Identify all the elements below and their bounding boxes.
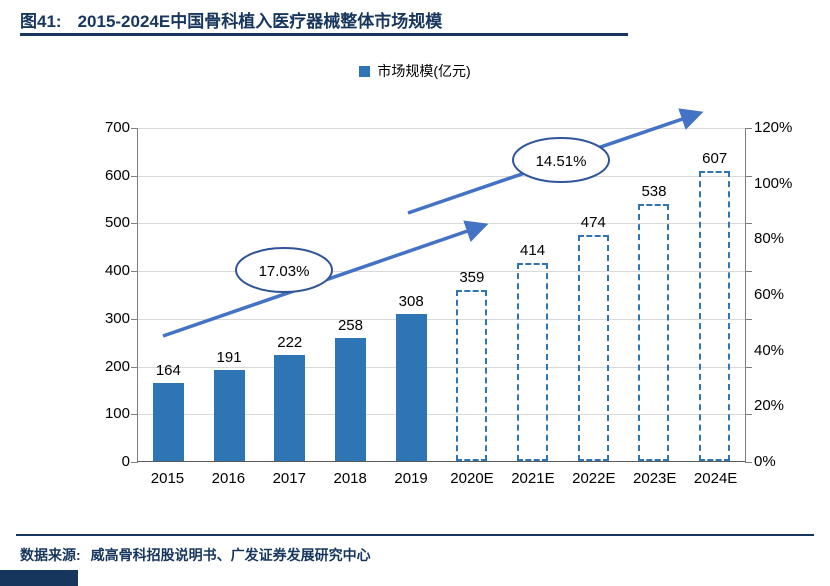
right-y-axis: 0% 20% 40% 60% 80% 100% 120% <box>754 119 810 470</box>
figure-title: 图41: 2015-2024E中国骨科植入医疗器械整体市场规模 <box>20 7 442 32</box>
bar-value-label: 258 <box>337 316 363 334</box>
data-source: 数据来源: 威高骨科招股说明书、广发证券发展研究中心 <box>20 545 371 565</box>
right-axis-label: 60% <box>754 286 785 303</box>
gridline <box>138 414 745 416</box>
bars-container: 164 191 222 258 308 359 414 474 538 607 <box>138 128 745 461</box>
left-axis-label: 200 <box>104 357 130 375</box>
left-axis-label: 100 <box>104 405 130 423</box>
bar-column-2015: 164 <box>138 128 199 461</box>
x-axis-label-2020E: 2020E <box>450 470 494 487</box>
right-axis-label: 20% <box>754 397 785 415</box>
left-axis-label: 600 <box>104 166 130 184</box>
left-axis-label: 700 <box>104 119 130 136</box>
bar-2019 <box>395 314 427 461</box>
bar-column-2024E: 607 <box>684 128 745 461</box>
x-axis-label-2016: 2016 <box>211 470 246 487</box>
footer-rule <box>16 534 814 536</box>
bar-column-2017: 222 <box>259 128 320 461</box>
left-axis-tick <box>131 414 138 416</box>
left-axis-tick <box>131 366 138 368</box>
bar-2015 <box>152 382 184 461</box>
bar-value-label: 607 <box>702 150 728 168</box>
data-source-label: 数据来源: <box>20 547 81 563</box>
x-axis-label-2021E: 2021E <box>511 470 555 487</box>
legend-swatch-icon <box>359 65 371 77</box>
bar-2021E <box>517 263 549 461</box>
right-axis-tick <box>745 318 752 320</box>
x-axis-label-2018: 2018 <box>333 470 367 487</box>
bar-2024E <box>699 171 731 461</box>
bar-2022E <box>577 234 609 461</box>
left-axis-tick <box>131 318 138 320</box>
bar-column-2022E: 474 <box>563 128 624 461</box>
bar-column-2016: 191 <box>199 128 260 461</box>
x-axis: 2015 2016 2017 2018 2019 2020E 2021E 2022E 2023E… <box>137 470 746 487</box>
right-axis-label: 120% <box>754 119 793 136</box>
left-axis-label: 400 <box>104 262 130 280</box>
right-axis-tick <box>745 175 752 177</box>
bar-value-label: 414 <box>520 242 546 260</box>
bar-column-2023E: 538 <box>624 128 685 461</box>
bar-column-2018: 258 <box>320 128 381 461</box>
title-underline <box>20 33 628 36</box>
chart-legend: 市场规模(亿元) <box>0 61 830 81</box>
x-axis-label-2022E: 2022E <box>572 470 616 487</box>
right-axis-label: 100% <box>754 174 793 192</box>
x-axis-label-2023E: 2023E <box>633 470 677 487</box>
plot-area: 164 191 222 258 308 359 414 474 538 607 <box>131 128 752 463</box>
right-axis-label: 40% <box>754 341 785 359</box>
right-axis-tick <box>745 462 752 463</box>
bar-value-label: 538 <box>641 183 667 201</box>
x-axis-label-2017: 2017 <box>272 470 306 487</box>
left-axis-label: 300 <box>104 309 130 327</box>
x-axis-label-2019: 2019 <box>394 470 428 487</box>
left-axis-tick <box>131 223 138 225</box>
footer-corner-decoration <box>0 570 78 586</box>
bar-value-label: 474 <box>580 213 606 231</box>
bar-2016 <box>213 369 245 461</box>
right-axis-tick <box>745 128 752 129</box>
figure-number: 图41: <box>20 12 62 31</box>
bar-value-label: 308 <box>398 293 424 311</box>
right-axis-label: 80% <box>754 230 785 248</box>
left-axis-tick <box>131 271 138 273</box>
right-axis-label: 0% <box>754 453 776 470</box>
bar-value-label: 359 <box>459 268 485 286</box>
bar-column-2020E: 359 <box>442 128 503 461</box>
left-axis-tick <box>131 462 138 463</box>
figure-title-text: 2015-2024E中国骨科植入医疗器械整体市场规模 <box>77 12 443 31</box>
legend-label: 市场规模(亿元) <box>377 63 471 79</box>
bar-2020E <box>456 289 488 461</box>
bar-2018 <box>334 337 366 461</box>
bar-value-label: 164 <box>155 361 181 379</box>
left-axis-label: 500 <box>104 214 130 232</box>
right-axis-tick <box>745 223 752 225</box>
x-axis-label-2024E: 2024E <box>693 470 738 487</box>
gridline <box>138 223 745 225</box>
bar-value-label: 222 <box>277 334 303 352</box>
data-source-text: 威高骨科招股说明书、广发证券发展研究中心 <box>90 547 371 563</box>
left-y-axis: 0 100 200 300 400 500 600 700 <box>84 119 130 470</box>
right-axis-tick <box>745 271 752 273</box>
gridline <box>138 366 745 368</box>
bar-2017 <box>274 355 306 461</box>
left-axis-label: 0 <box>121 453 130 470</box>
bar-column-2021E: 414 <box>502 128 563 461</box>
x-axis-label-2015: 2015 <box>150 470 185 487</box>
right-axis-tick <box>745 414 752 416</box>
left-axis-tick <box>131 175 138 177</box>
bar-value-label: 191 <box>216 348 242 366</box>
right-axis-tick <box>745 366 752 368</box>
bar-2023E <box>638 204 670 461</box>
bar-column-2019: 308 <box>381 128 442 461</box>
left-axis-tick <box>131 128 138 129</box>
